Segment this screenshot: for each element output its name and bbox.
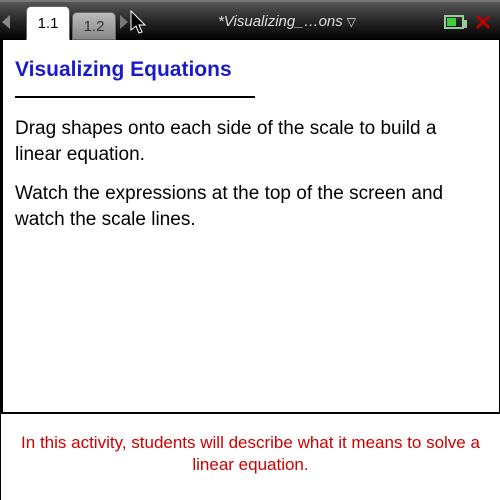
footer-text: In this activity, students will describe… — [21, 432, 480, 476]
close-button[interactable] — [472, 11, 494, 33]
app-window: 1.1 1.2 *Visualizing_…ons▽ Vis — [0, 0, 500, 500]
content-divider — [3, 412, 499, 414]
dropdown-triangle-icon[interactable]: ▽ — [347, 15, 356, 29]
tab-1-2[interactable]: 1.2 — [72, 12, 116, 40]
document-title-text: *Visualizing_…ons — [218, 13, 343, 30]
tab-nav-next[interactable] — [118, 2, 130, 42]
title-underline — [15, 96, 255, 98]
document-title: *Visualizing_…ons ▽ — [130, 2, 444, 42]
tab-1-1[interactable]: 1.1 — [26, 6, 70, 40]
tab-nav-prev[interactable] — [0, 2, 12, 42]
battery-icon — [444, 15, 464, 29]
footer: In this activity, students will describe… — [0, 414, 500, 500]
tab-label: 1.1 — [38, 15, 59, 32]
title-bar: 1.1 1.2 *Visualizing_…ons ▽ — [0, 0, 500, 40]
paragraph-1: Drag shapes onto each side of the scale … — [15, 116, 487, 167]
page-title: Visualizing Equations — [15, 58, 487, 82]
title-bar-right — [444, 2, 494, 42]
page-content: Visualizing Equations Drag shapes onto e… — [0, 40, 500, 414]
tab-strip: 1.1 1.2 — [26, 2, 118, 40]
close-icon — [475, 14, 491, 30]
paragraph-2: Watch the expressions at the top of the … — [15, 181, 487, 232]
tab-label: 1.2 — [84, 18, 105, 35]
